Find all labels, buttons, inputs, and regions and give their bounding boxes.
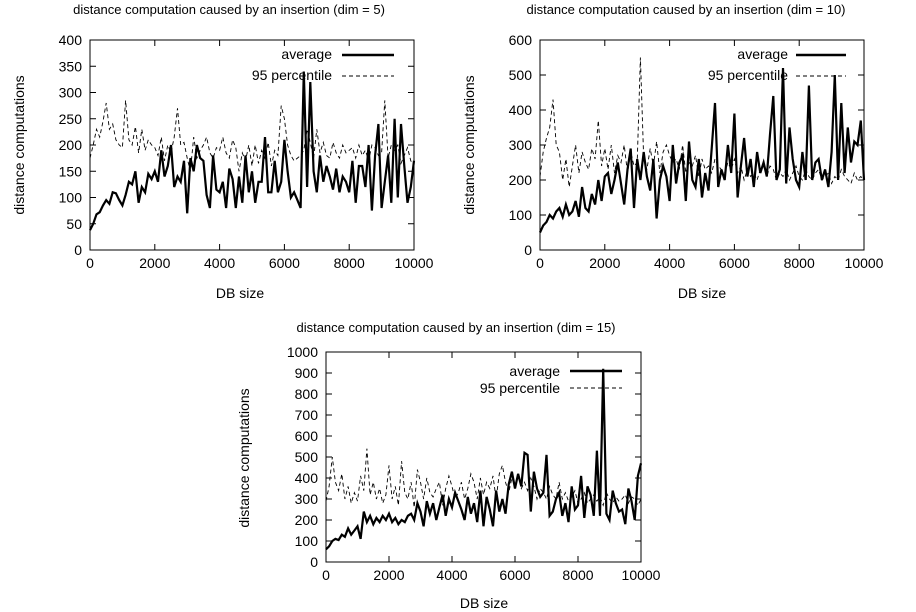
x-tick-label: 10000 [395,255,434,271]
y-tick-label: 100 [509,207,533,223]
y-tick-label: 300 [59,85,83,101]
legend-label-average: average [281,46,332,62]
legend: average 95 percentile [708,46,846,83]
legend: average 95 percentile [252,46,394,83]
chart-dim10: distance computation caused by an insert… [461,2,884,301]
x-tick-label: 10000 [845,255,884,271]
series-lines [538,57,866,233]
y-ticks: 0 100 200 300 400 500 600 700 800 900 1000 [287,344,641,570]
y-ticks: 0 50 100 150 200 250 300 350 400 [59,32,414,258]
y-tick-label: 300 [509,137,533,153]
x-tick-label: 0 [86,255,94,271]
x-tick-label: 0 [322,567,330,583]
y-tick-label: 400 [295,470,319,486]
legend-label-95-percentile: 95 percentile [708,67,788,83]
x-tick-label: 2000 [373,567,404,583]
chart-title: distance computation caused by an insert… [296,320,615,335]
y-tick-label: 250 [59,111,83,127]
x-tick-label: 4000 [436,567,467,583]
y-tick-label: 200 [59,137,83,153]
y-tick-label: 50 [66,216,82,232]
x-tick-label: 4000 [204,255,235,271]
series-lines [89,71,416,231]
legend-label-average: average [509,363,560,379]
series-line-average [89,71,416,231]
x-tick-label: 0 [536,255,544,271]
chart-title: distance computation caused by an insert… [73,2,385,17]
y-tick-label: 600 [295,428,319,444]
y-ticks: 0 100 200 300 400 500 600 [509,32,864,258]
x-tick-label: 8000 [334,255,365,271]
y-tick-label: 500 [295,449,319,465]
x-axis-label: DB size [216,285,264,301]
y-tick-label: 0 [524,242,532,258]
y-tick-label: 400 [509,102,533,118]
plot-frame [539,39,865,251]
y-tick-label: 100 [59,190,83,206]
y-tick-label: 300 [295,491,319,507]
x-tick-label: 6000 [719,255,750,271]
x-tick-label: 8000 [784,255,815,271]
x-tick-label: 6000 [499,567,530,583]
y-tick-label: 100 [295,533,319,549]
x-tick-label: 10000 [622,567,661,583]
y-tick-label: 350 [59,58,83,74]
series-line-average [538,67,866,233]
x-tick-label: 6000 [269,255,300,271]
series-line-95-percentile [89,100,415,172]
series-line-average [325,368,643,551]
chart-title: distance computation caused by an insert… [526,2,845,17]
x-ticks: 0 2000 4000 6000 8000 10000 [322,352,661,583]
series-line-95-percentile [325,448,642,508]
y-tick-label: 0 [74,242,82,258]
legend-label-average: average [737,46,788,62]
series-lines [325,368,643,551]
y-tick-label: 600 [509,32,533,48]
y-tick-label: 150 [59,163,83,179]
x-ticks: 0 2000 4000 6000 8000 10000 [86,40,434,271]
x-ticks: 0 2000 4000 6000 8000 10000 [536,40,884,271]
x-tick-label: 4000 [654,255,685,271]
y-tick-label: 200 [509,172,533,188]
y-axis-label: distance computations [461,75,477,214]
legend-label-95-percentile: 95 percentile [480,380,560,396]
x-axis-label: DB size [678,285,726,301]
y-tick-label: 200 [295,512,319,528]
y-tick-label: 400 [59,32,83,48]
y-tick-label: 700 [295,407,319,423]
x-tick-label: 8000 [562,567,593,583]
x-tick-label: 2000 [589,255,620,271]
y-tick-label: 500 [509,67,533,83]
y-tick-label: 1000 [287,344,318,360]
chart-dim15: distance computation caused by an insert… [236,320,661,611]
chart-dim5: distance computation caused by an insert… [11,2,434,301]
x-tick-label: 2000 [139,255,170,271]
y-tick-label: 800 [295,386,319,402]
y-axis-label: distance computations [11,75,27,214]
series-line-95-percentile [539,57,865,188]
y-axis-label: distance computations [236,388,252,527]
legend: average 95 percentile [480,363,622,396]
x-axis-label: DB size [460,595,508,611]
y-tick-label: 0 [310,554,318,570]
y-tick-label: 900 [295,365,319,381]
legend-label-95-percentile: 95 percentile [252,67,332,83]
